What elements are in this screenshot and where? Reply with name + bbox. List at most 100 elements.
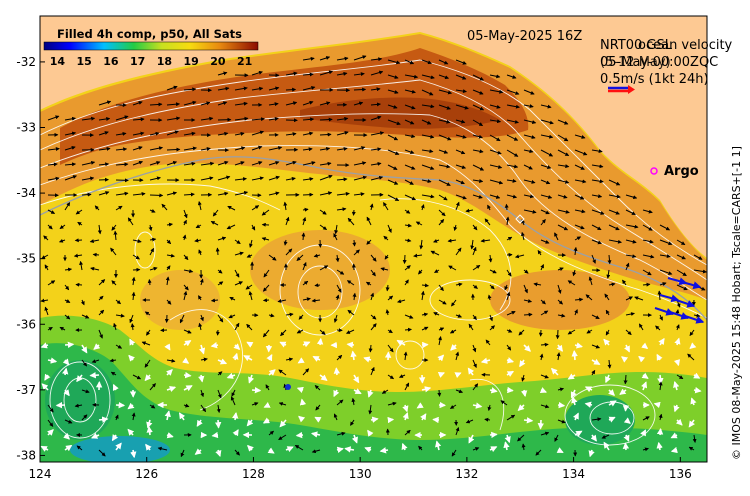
velocity-arrow bbox=[557, 224, 569, 231]
velocity-arrow bbox=[387, 194, 400, 202]
velocity-arrow bbox=[540, 194, 553, 199]
velocity-arrow bbox=[336, 71, 348, 76]
velocity-arrow bbox=[489, 179, 504, 185]
velocity-arrow bbox=[387, 401, 397, 406]
velocity-arrow bbox=[132, 374, 142, 380]
velocity-arrow bbox=[523, 299, 533, 303]
velocity-arrow bbox=[234, 269, 240, 278]
velocity-arrow bbox=[314, 283, 321, 288]
velocity-arrow bbox=[166, 102, 181, 107]
velocity-arrow bbox=[574, 149, 588, 156]
velocity-arrow bbox=[146, 329, 151, 336]
velocity-arrow bbox=[455, 104, 469, 110]
velocity-arrow bbox=[251, 145, 263, 151]
velocity-arrow bbox=[438, 218, 445, 226]
velocity-arrow bbox=[164, 343, 171, 351]
velocity-arrow bbox=[194, 448, 202, 455]
velocity-arrow bbox=[132, 191, 146, 196]
velocity-arrow bbox=[111, 434, 119, 442]
velocity-arrow bbox=[484, 218, 491, 226]
velocity-arrow bbox=[521, 443, 526, 451]
velocity-arrow bbox=[574, 194, 585, 200]
velocity-arrow bbox=[489, 104, 501, 109]
velocity-arrow bbox=[455, 149, 466, 155]
velocity-arrow bbox=[166, 222, 173, 227]
velocity-arrow bbox=[567, 329, 576, 335]
velocity-arrow bbox=[655, 325, 661, 331]
velocity-arrow bbox=[571, 396, 578, 406]
velocity-arrow bbox=[302, 117, 315, 122]
velocity-arrow bbox=[296, 386, 304, 393]
velocity-arrow bbox=[266, 354, 273, 362]
velocity-arrow bbox=[591, 358, 601, 365]
colorbar-title: Filled 4h comp, p50, All Sats bbox=[57, 27, 242, 41]
velocity-arrow bbox=[540, 218, 546, 226]
velocity-arrow bbox=[455, 164, 467, 169]
velocity-arrow bbox=[404, 104, 416, 110]
velocity-arrow bbox=[608, 389, 615, 396]
velocity-arrow bbox=[128, 354, 135, 362]
velocity-arrow bbox=[472, 179, 484, 183]
velocity-arrow bbox=[438, 164, 451, 169]
velocity-arrow bbox=[319, 224, 328, 231]
velocity-arrow bbox=[489, 284, 495, 290]
velocity-arrow bbox=[64, 116, 76, 121]
velocity-arrow bbox=[506, 178, 517, 183]
velocity-arrow bbox=[557, 419, 566, 424]
velocity-arrow bbox=[489, 164, 503, 169]
velocity-arrow bbox=[420, 413, 427, 421]
velocity-arrow bbox=[506, 194, 518, 199]
velocity-arrow bbox=[262, 284, 270, 292]
velocity-arrow bbox=[421, 134, 435, 139]
velocity-arrow bbox=[302, 280, 309, 286]
velocity-arrow bbox=[584, 401, 593, 408]
velocity-arrow bbox=[183, 100, 197, 106]
colorbar-gradient bbox=[43, 41, 259, 51]
velocity-arrow bbox=[183, 329, 192, 334]
velocity-arrow bbox=[540, 209, 550, 215]
velocity-arrow bbox=[588, 276, 593, 286]
velocity-arrow bbox=[642, 254, 655, 259]
velocity-arrow bbox=[230, 396, 236, 406]
velocity-arrow bbox=[147, 278, 152, 286]
velocity-arrow bbox=[166, 160, 178, 166]
velocity-arrow bbox=[251, 161, 263, 166]
velocity-arrow bbox=[198, 374, 205, 383]
velocity-arrow bbox=[200, 389, 205, 398]
velocity-arrow bbox=[370, 87, 381, 92]
velocity-arrow bbox=[370, 131, 385, 136]
velocity-arrow bbox=[468, 434, 475, 444]
velocity-date: 05-May-00:00ZQC bbox=[600, 55, 718, 70]
velocity-arrow bbox=[98, 416, 109, 423]
velocity-arrow bbox=[438, 74, 450, 80]
velocity-arrow bbox=[449, 329, 457, 334]
argo-label: Argo bbox=[664, 164, 699, 179]
velocity-arrow bbox=[75, 282, 83, 287]
velocity-arrow bbox=[132, 160, 144, 166]
velocity-arrow bbox=[346, 341, 355, 349]
velocity-arrow bbox=[638, 355, 646, 363]
velocity-arrow bbox=[540, 342, 549, 347]
velocity-arrow bbox=[111, 224, 117, 231]
velocity-arrow bbox=[59, 224, 66, 230]
velocity-arrow bbox=[232, 412, 239, 421]
velocity-arrow bbox=[319, 174, 333, 181]
velocity-arrow bbox=[642, 224, 653, 231]
velocity-arrow bbox=[535, 449, 542, 456]
velocity-arrow bbox=[234, 449, 240, 456]
velocity-arrow bbox=[556, 344, 563, 352]
velocity-arrow bbox=[455, 89, 467, 94]
velocity-arrow bbox=[607, 254, 612, 265]
velocity-arrow bbox=[217, 175, 231, 181]
velocity-arrow bbox=[268, 146, 283, 151]
velocity-arrow bbox=[489, 134, 501, 142]
velocity-arrow bbox=[608, 400, 617, 407]
velocity-arrow bbox=[506, 344, 512, 351]
velocity-arrow bbox=[404, 327, 412, 332]
velocity-arrow bbox=[298, 314, 304, 320]
velocity-arrow bbox=[449, 404, 457, 409]
velocity-arrow bbox=[64, 267, 73, 272]
velocity-arrow bbox=[194, 238, 202, 243]
velocity-arrow bbox=[81, 414, 88, 421]
velocity-arrow bbox=[183, 371, 192, 379]
